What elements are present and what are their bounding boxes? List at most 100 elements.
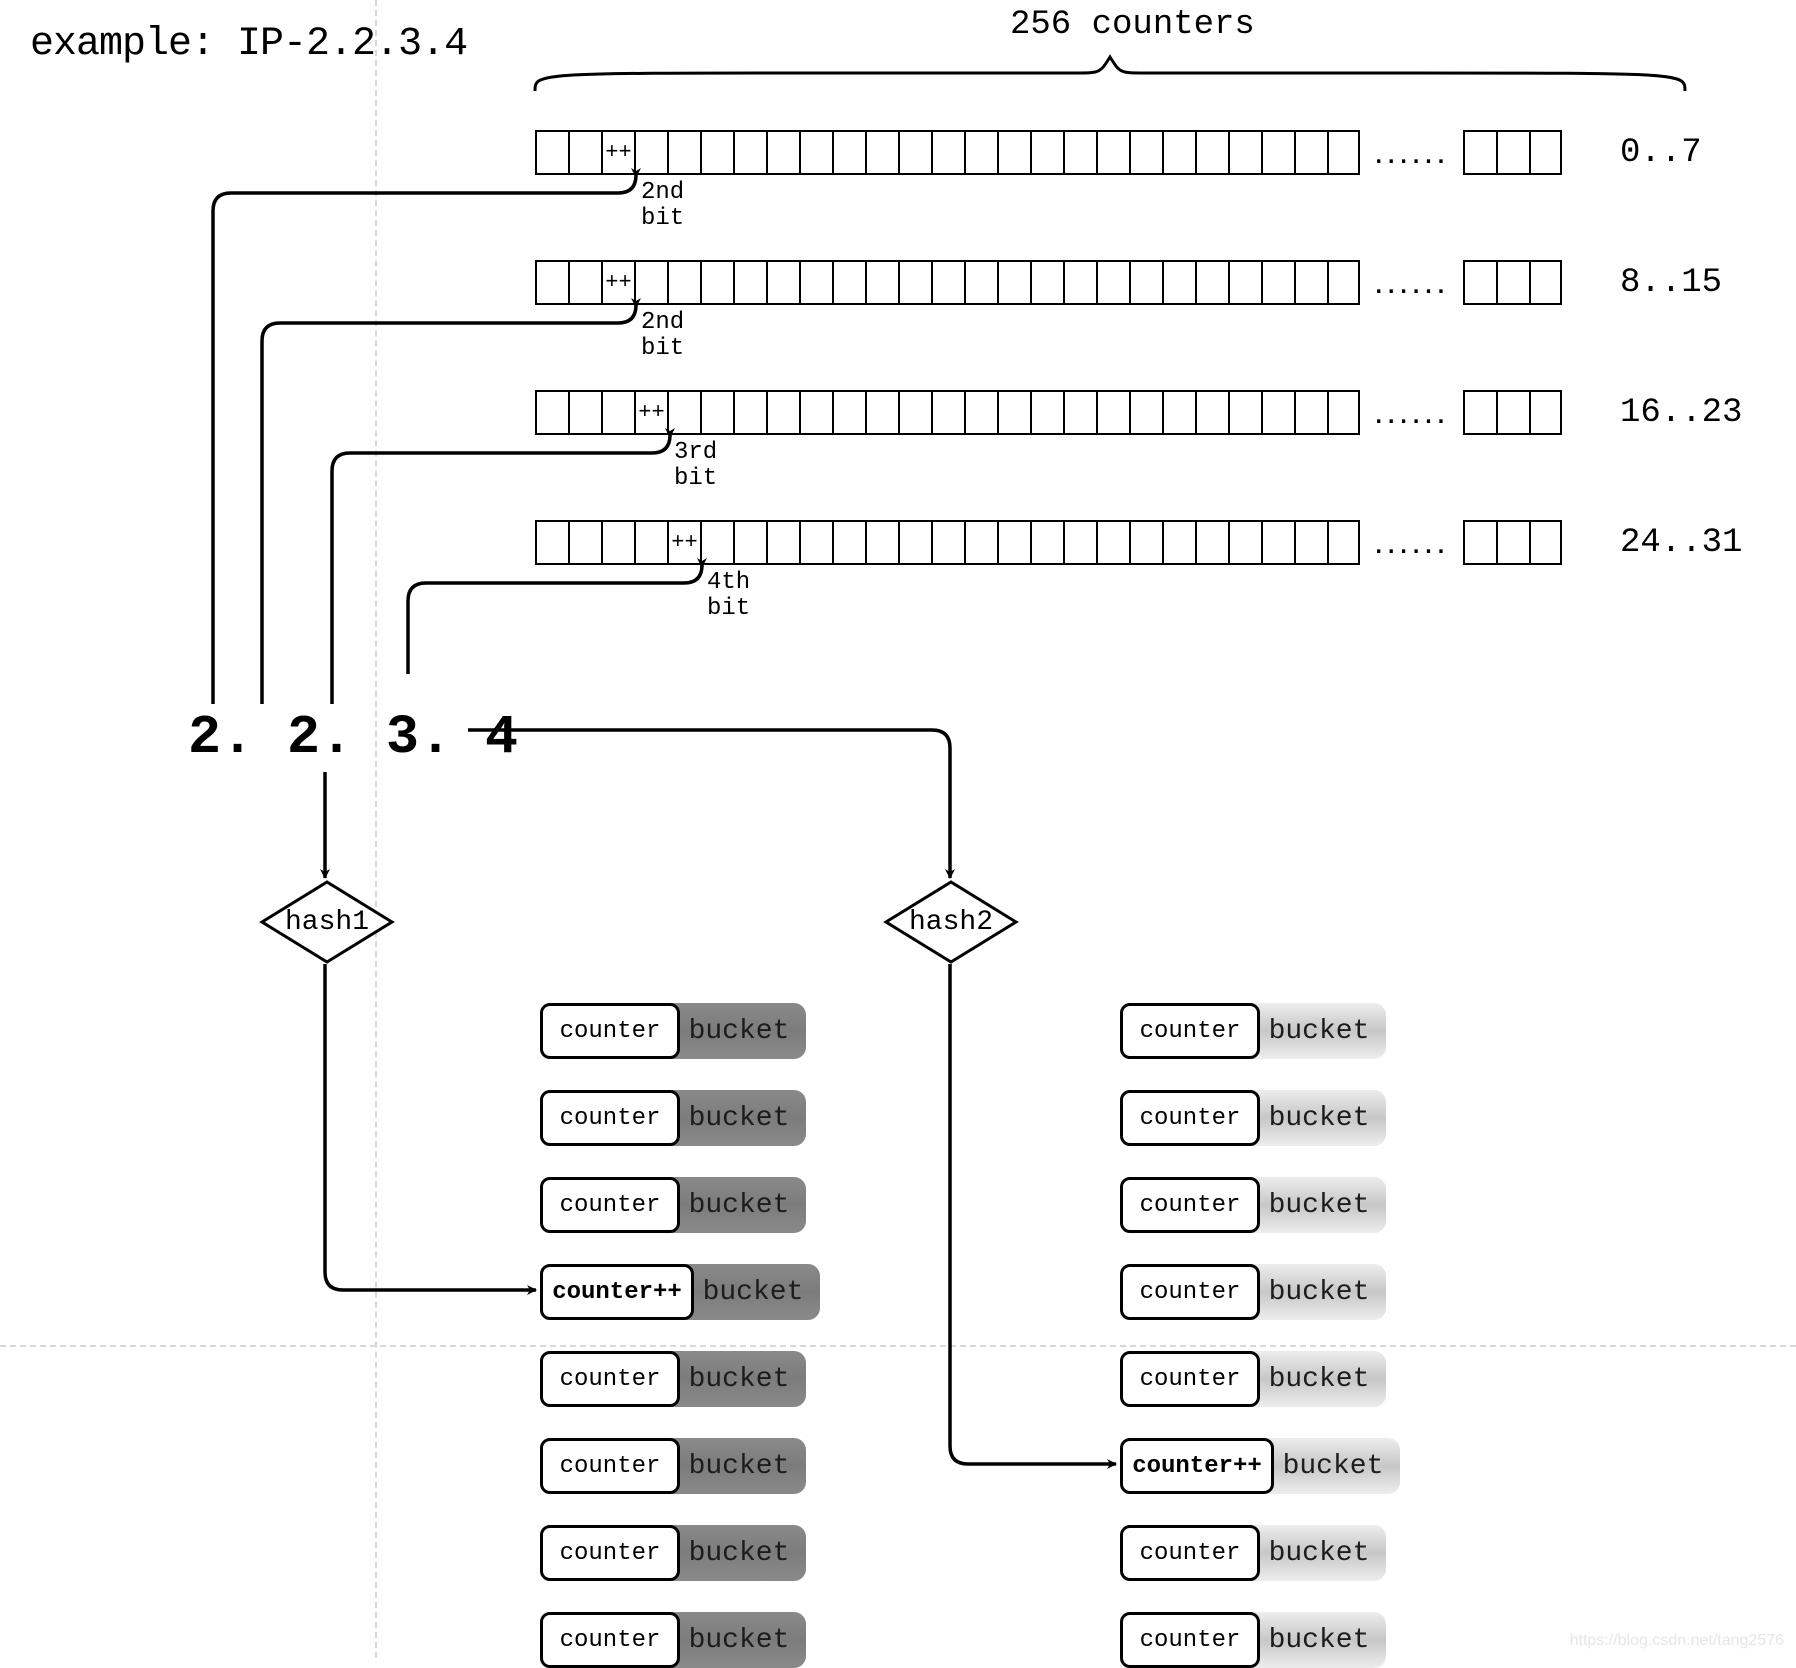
counter-cell <box>832 390 865 435</box>
counter-cell <box>964 260 997 305</box>
counter-cell <box>766 260 799 305</box>
ellipsis: ...... <box>1374 133 1449 172</box>
counter-box: counter <box>540 1351 680 1407</box>
counter-cell <box>997 390 1030 435</box>
counter-box: counter <box>540 1177 680 1233</box>
bucket-box: bucket <box>1252 1351 1386 1407</box>
counter-cell <box>1228 130 1261 175</box>
bucket-pair: counterbucket <box>1120 1090 1400 1146</box>
counter-cell <box>832 130 865 175</box>
counter-cell <box>1195 390 1228 435</box>
bucket-box: bucket <box>1252 1612 1386 1668</box>
counter-cell <box>667 390 700 435</box>
counter-cell <box>1096 390 1129 435</box>
counter-cell <box>964 130 997 175</box>
counter-cell <box>1294 260 1327 305</box>
bucket-pair: counter++bucket <box>1120 1438 1400 1494</box>
hash1-diamond: hash1 <box>262 882 392 962</box>
counter-cell <box>733 260 766 305</box>
counter-cell <box>733 130 766 175</box>
counter-box: counter <box>1120 1612 1260 1668</box>
counter-box: counter <box>540 1003 680 1059</box>
counter-cell <box>766 390 799 435</box>
counter-cell <box>1030 130 1063 175</box>
counter-cell <box>1030 520 1063 565</box>
counter-cell <box>634 260 667 305</box>
bucket-box: bucket <box>1252 1525 1386 1581</box>
counter-cell <box>1129 390 1162 435</box>
counter-cell <box>1261 520 1294 565</box>
counter-cell <box>601 390 634 435</box>
bucket-pair: counterbucket <box>540 1612 820 1668</box>
bucket-box: bucket <box>1252 1003 1386 1059</box>
counter-row: ++...... <box>535 520 1562 565</box>
counter-cell <box>1129 260 1162 305</box>
counter-cell <box>1228 520 1261 565</box>
hash1-label: hash1 <box>262 882 392 962</box>
range-label: 8..15 <box>1620 264 1722 302</box>
range-label: 0..7 <box>1620 134 1702 172</box>
ellipsis: ...... <box>1374 523 1449 562</box>
counter-cell <box>997 520 1030 565</box>
counter-cell <box>1195 520 1228 565</box>
counter-cell <box>997 260 1030 305</box>
counter-cell <box>1063 390 1096 435</box>
counter-cell <box>1063 520 1096 565</box>
range-label: 24..31 <box>1620 524 1742 562</box>
counter-cell <box>700 520 733 565</box>
counter-cell <box>1195 130 1228 175</box>
bucket-stack-left: counterbucketcounterbucketcounterbucketc… <box>540 1003 820 1668</box>
bucket-pair: counterbucket <box>1120 1003 1400 1059</box>
counter-cell <box>832 520 865 565</box>
counter-cell <box>766 520 799 565</box>
bucket-pair: counterbucket <box>540 1438 820 1494</box>
counter-cell <box>700 390 733 435</box>
bucket-pair: counterbucket <box>1120 1264 1400 1320</box>
counter-box: counter <box>540 1438 680 1494</box>
counter-cell <box>865 520 898 565</box>
counter-cell <box>931 520 964 565</box>
counter-cell <box>1327 260 1360 305</box>
counters-header: 256 counters <box>1010 6 1255 44</box>
bucket-pair: counterbucket <box>1120 1612 1400 1668</box>
counter-cell <box>1228 260 1261 305</box>
counter-cell <box>1162 390 1195 435</box>
counter-cell <box>700 130 733 175</box>
counter-cell <box>1327 130 1360 175</box>
counter-cell <box>568 260 601 305</box>
counter-box: counter <box>1120 1525 1260 1581</box>
bucket-pair: counterbucket <box>1120 1351 1400 1407</box>
counter-cell <box>766 130 799 175</box>
counter-cell <box>997 130 1030 175</box>
counter-cell <box>931 130 964 175</box>
bucket-box: bucket <box>672 1438 806 1494</box>
arrows-layer <box>0 0 1796 1658</box>
counter-cell <box>1096 260 1129 305</box>
bit-label: 3rdbit <box>674 440 717 493</box>
counter-cell: ++ <box>667 520 700 565</box>
counter-cell <box>535 130 568 175</box>
counter-cell <box>1327 390 1360 435</box>
bucket-pair: counterbucket <box>540 1003 820 1059</box>
counter-cell <box>1030 390 1063 435</box>
counter-cell <box>931 390 964 435</box>
range-label: 16..23 <box>1620 394 1742 432</box>
counter-box: counter <box>1120 1264 1260 1320</box>
counter-box: counter <box>540 1525 680 1581</box>
counter-plus-box: counter++ <box>1120 1438 1274 1494</box>
bucket-box: bucket <box>672 1177 806 1233</box>
counter-row: ++...... <box>535 130 1562 175</box>
counter-cell <box>799 130 832 175</box>
counter-row: ++...... <box>535 260 1562 305</box>
counter-cell <box>898 130 931 175</box>
counter-cell <box>1294 390 1327 435</box>
counter-cell <box>601 520 634 565</box>
counter-cell <box>1096 520 1129 565</box>
counter-cell <box>1529 130 1562 175</box>
counter-cell <box>634 130 667 175</box>
counter-cell <box>700 260 733 305</box>
bucket-box: bucket <box>1252 1177 1386 1233</box>
counter-cell <box>1129 520 1162 565</box>
counter-cell <box>667 130 700 175</box>
counter-cell <box>1463 390 1496 435</box>
